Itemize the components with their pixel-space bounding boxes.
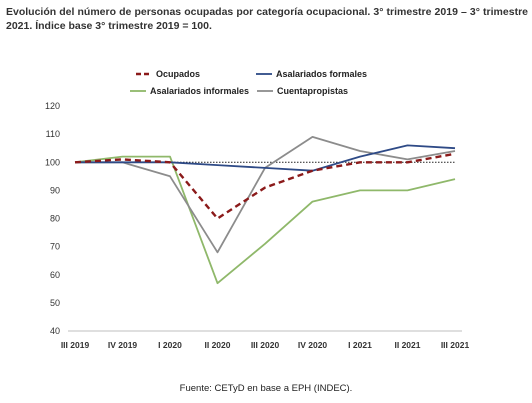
y-tick-label: 80: [50, 214, 60, 224]
legend-label: Ocupados: [156, 69, 200, 79]
x-axis: III 2019 IV 2019 I 2020 II 2020 III 2020 IV 2…: [61, 330, 470, 350]
x-tick-label: III 2021: [441, 340, 470, 350]
series-line-asalariados-informales: [74, 155, 456, 285]
chart-title: Evolución del número de personas ocupada…: [6, 6, 528, 32]
x-tick-label: III 2020: [251, 340, 280, 350]
x-tick-label: III 2019: [61, 340, 90, 350]
y-tick-label: 120: [45, 101, 60, 111]
series-group: [74, 135, 456, 285]
x-tick-label: IV 2020: [298, 340, 328, 350]
x-tick-label: I 2021: [348, 340, 372, 350]
x-tick-label: II 2020: [205, 340, 231, 350]
x-tick-label: I 2020: [158, 340, 182, 350]
y-tick-label: 40: [50, 326, 60, 336]
legend-label: Asalariados informales: [150, 86, 249, 96]
legend-label: Cuentapropistas: [277, 86, 348, 96]
y-tick-label: 100: [45, 157, 60, 167]
series-line-ocupados: [74, 152, 456, 220]
legend: Ocupados Asalariados formales Asalariados …: [130, 69, 367, 96]
series-line-cuentapropistas: [75, 135, 456, 254]
legend-label: Asalariados formales: [276, 69, 367, 79]
chart-source: Fuente: CETyD en base a EPH (INDEC).: [179, 383, 353, 394]
y-tick-label: 60: [50, 270, 60, 280]
y-tick-label: 70: [50, 242, 60, 252]
y-tick-label: 90: [50, 185, 60, 195]
y-tick-label: 110: [46, 129, 60, 139]
x-tick-label: IV 2019: [108, 340, 138, 350]
series-line-asalariados-formales: [75, 144, 456, 172]
x-tick-label: II 2021: [395, 340, 421, 350]
y-tick-label: 50: [50, 298, 60, 308]
y-axis: 40 50 60 70 80 90 100 110 120: [45, 101, 60, 336]
